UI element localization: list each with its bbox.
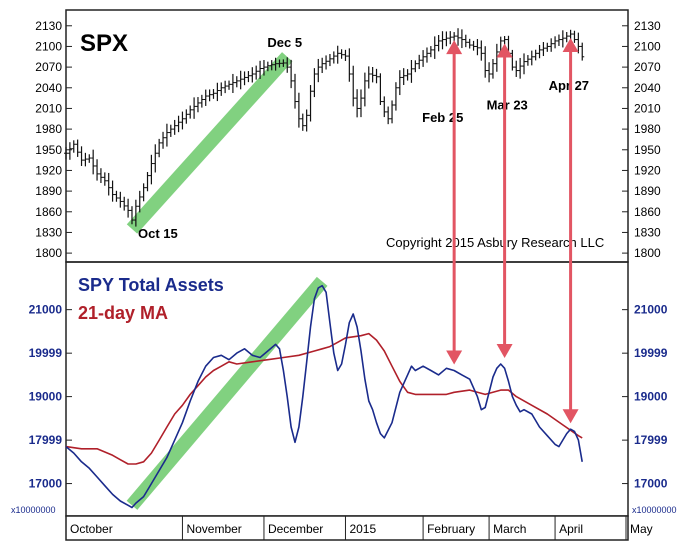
legend-spy-assets: SPY Total Assets [78, 275, 224, 295]
bottom-trend-band [126, 276, 328, 510]
month-label: May [630, 522, 653, 536]
spx-tick-label-left: 1950 [35, 143, 62, 157]
assets-tick-label-right: 19000 [634, 390, 668, 404]
arrow-head-up [562, 38, 579, 53]
top-band-stroke [126, 52, 293, 234]
spx-tick-label-left: 1980 [35, 122, 62, 136]
ma-line [65, 332, 583, 465]
spx-tick-label-left: 2130 [35, 19, 62, 33]
spx-tick-label-right: 2070 [634, 60, 661, 74]
arrow-head-up [496, 43, 513, 58]
spx-tick-label-left: 2040 [35, 81, 62, 95]
x-axis-months: October November December 2015 February March… [65, 516, 653, 540]
spx-tick-label-left: 2070 [35, 60, 62, 74]
spx-tick-label-left: 1860 [35, 205, 62, 219]
spx-tick-label-left: 1920 [35, 163, 62, 177]
month-label: March [493, 522, 526, 536]
arrow-head-down [562, 409, 579, 424]
assets-tick-label-left: 19000 [29, 390, 63, 404]
spx-tick-label-left: 1830 [35, 225, 62, 239]
annotation-label: Dec 5 [267, 35, 302, 50]
assets-tick-label-right: 17999 [634, 433, 668, 447]
total-assets-line [65, 284, 583, 509]
assets-tick-label-right: 21000 [634, 303, 668, 317]
assets-tick-label-left: 21000 [29, 303, 63, 317]
spx-tick-label-left: 2010 [35, 101, 62, 115]
bottom-band-stroke [126, 276, 328, 510]
top-axis-ticks: 1800 1800 1830 1830 1860 1860 1890 1890 1920 1920… [35, 19, 661, 260]
spx-tick-label-right: 1860 [634, 205, 661, 219]
assets-tick-label-left: 17000 [29, 477, 63, 491]
spx-tick-label-right: 2010 [634, 101, 661, 115]
spx-tick-label-right: 1920 [634, 163, 661, 177]
multiplier-label-left: x10000000 [11, 505, 56, 515]
month-label: February [427, 522, 475, 536]
bottom-axis-ticks: 17000 17000 17999 17999 19000 19000 19999 19999… [29, 303, 668, 491]
divergence-arrows [446, 38, 579, 424]
spx-tick-label-left: 1800 [35, 246, 62, 260]
arrow-head-down [446, 350, 463, 365]
month-label: October [70, 522, 113, 536]
spx-tick-label-right: 2130 [634, 19, 661, 33]
month-label: April [559, 522, 583, 536]
annotation-label: Apr 27 [549, 78, 589, 93]
annotation-label: Oct 15 [138, 226, 178, 241]
spx-title: SPX [80, 30, 128, 57]
spx-tick-label-left: 2100 [35, 39, 62, 53]
legend-21-day-ma: 21-day MA [78, 303, 168, 323]
spx-tick-label-right: 2040 [634, 81, 661, 95]
spx-tick-label-right: 2100 [634, 39, 661, 53]
annotation-label: Feb 25 [422, 110, 463, 125]
spx-tick-label-right: 1980 [634, 122, 661, 136]
assets-tick-label-left: 17999 [29, 433, 63, 447]
spx-tick-label-right: 1800 [634, 246, 661, 260]
spx-tick-label-right: 1830 [634, 225, 661, 239]
assets-tick-label-left: 19999 [29, 346, 63, 360]
top-trend-band [126, 52, 293, 234]
arrow-head-up [446, 40, 463, 55]
spy-assets-lines [65, 284, 583, 509]
spx-tick-label-left: 1890 [35, 184, 62, 198]
arrow-head-down [496, 344, 513, 358]
copyright-text: Copyright 2015 Asbury Research LLC [386, 235, 604, 250]
month-label: 2015 [349, 522, 376, 536]
spx-tick-label-right: 1890 [634, 184, 661, 198]
annotation-label: Mar 23 [487, 98, 528, 113]
multiplier-label-right: x10000000 [632, 505, 677, 515]
month-label: December [268, 522, 323, 536]
month-label: November [186, 522, 241, 536]
assets-tick-label-right: 17000 [634, 477, 668, 491]
spx-tick-label-right: 1950 [634, 143, 661, 157]
assets-tick-label-right: 19999 [634, 346, 668, 360]
x-axis-strip [65, 515, 629, 541]
